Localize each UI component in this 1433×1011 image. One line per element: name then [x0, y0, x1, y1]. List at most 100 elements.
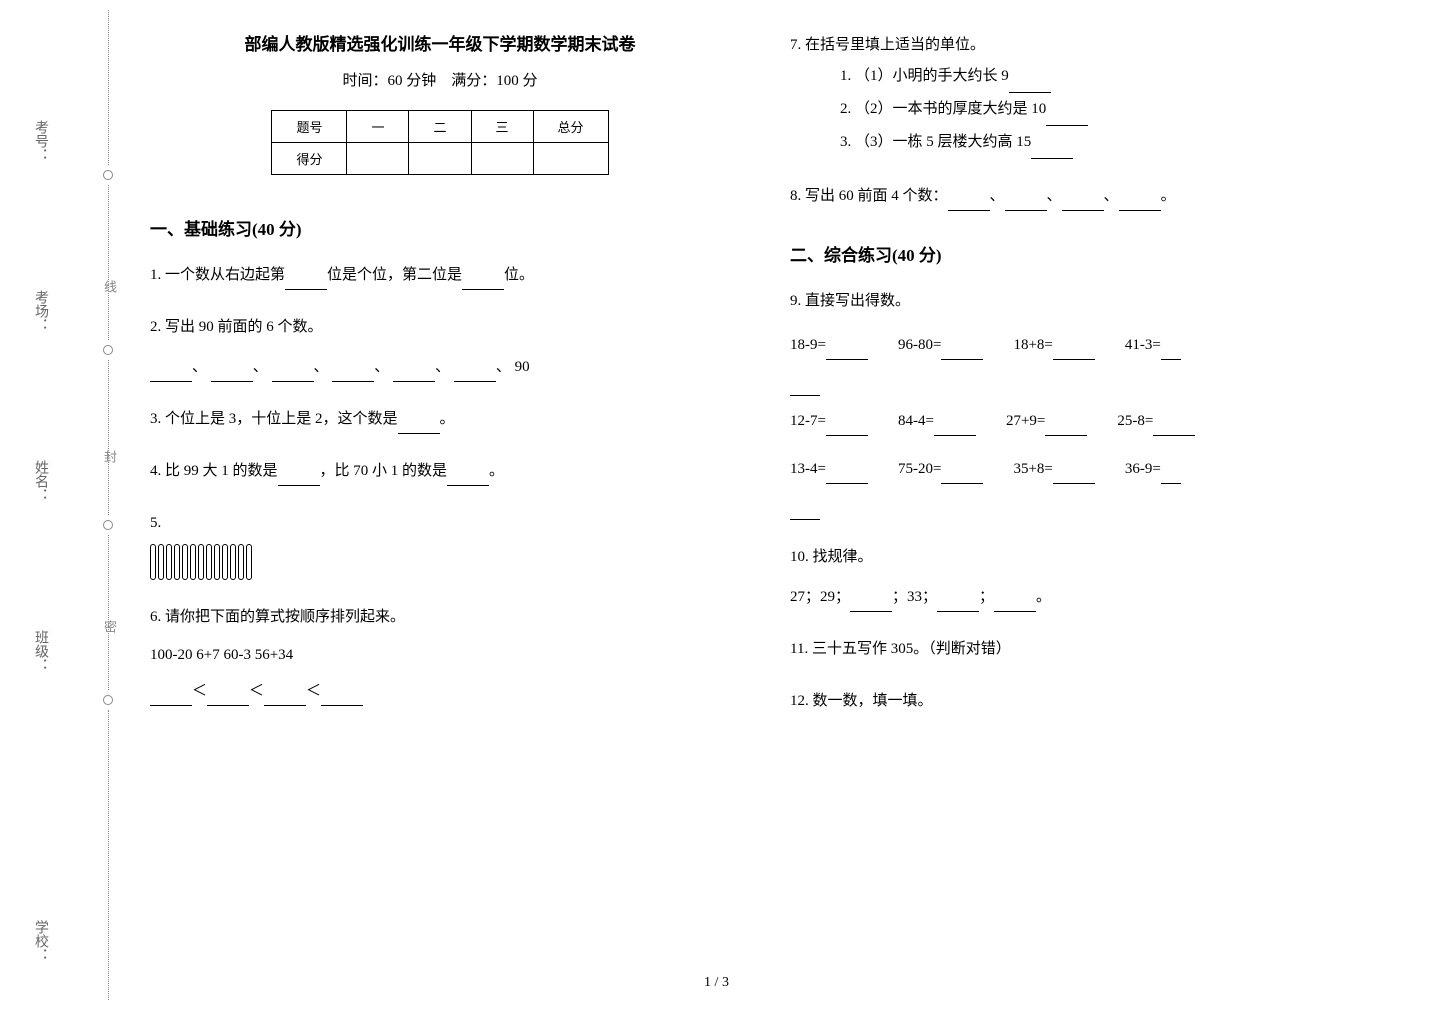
score-table: 题号 一 二 三 总分 得分	[271, 110, 608, 175]
table-row: 题号 一 二 三 总分	[272, 111, 608, 143]
tally-icon	[222, 544, 228, 580]
q7-item-2: 2. （2）一本书的厚度大约是 10	[840, 101, 1046, 117]
page-number: 1 / 3	[704, 975, 729, 991]
q3-prefix: 3. 个位上是 3，十位上是 2，这个数是	[150, 411, 398, 427]
table-cell: 二	[409, 111, 471, 143]
blank	[1031, 141, 1073, 159]
blank	[850, 594, 892, 612]
blank	[211, 364, 253, 382]
table-cell	[347, 143, 409, 175]
question-10: 10. 找规律。 27；29；；33；；。	[790, 542, 1370, 612]
blank	[941, 342, 983, 360]
binding-label-examno: 考号：	[30, 120, 50, 162]
circle-marker	[103, 520, 113, 530]
tally-icon	[214, 544, 220, 580]
blank	[1005, 193, 1047, 211]
q8-prefix: 8. 写出 60 前面 4 个数：	[790, 188, 948, 204]
exam-title: 部编人教版精选强化训练一年级下学期数学期末试卷	[150, 30, 730, 55]
table-cell: 三	[471, 111, 533, 143]
table-cell: 一	[347, 111, 409, 143]
blank	[1062, 193, 1104, 211]
calc: 13-4=	[790, 461, 826, 477]
dotted-line	[108, 710, 109, 1000]
tally-icon	[230, 544, 236, 580]
q4-suffix: 。	[489, 463, 504, 479]
binding-label-name: 姓名：	[30, 460, 50, 502]
question-5: 5.	[150, 508, 730, 580]
question-2: 2. 写出 90 前面的 6 个数。 、 、 、 、 、 、 90	[150, 312, 730, 382]
binding-label-class: 班级：	[30, 630, 50, 672]
blank	[398, 416, 440, 434]
blank	[826, 466, 868, 484]
table-cell	[533, 143, 608, 175]
q10-mid2: ；	[979, 589, 994, 605]
blank	[447, 468, 489, 486]
blank	[1053, 342, 1095, 360]
page-content: 部编人教版精选强化训练一年级下学期数学期末试卷 时间：60 分钟 满分：100 …	[150, 30, 1390, 738]
q2-text: 2. 写出 90 前面的 6 个数。	[150, 312, 730, 342]
q1-prefix: 1. 一个数从右边起第	[150, 267, 285, 283]
blank	[934, 418, 976, 436]
calc: 18+8=	[1013, 337, 1052, 353]
blank	[1045, 418, 1087, 436]
tally-icon	[182, 544, 188, 580]
question-1: 1. 一个数从右边起第位是个位，第二位是位。	[150, 260, 730, 290]
blank	[462, 272, 504, 290]
blank	[285, 272, 327, 290]
binding-label-school: 学校：	[30, 920, 50, 962]
circle-marker	[103, 695, 113, 705]
calc: 18-9=	[790, 337, 826, 353]
seal-label-seal: 封	[100, 450, 119, 471]
blank	[264, 688, 306, 706]
calc: 27+9=	[1006, 413, 1045, 429]
blank	[1153, 418, 1195, 436]
dotted-line	[108, 10, 109, 165]
q7-item-1: 1. （1）小明的手大约长 9	[840, 68, 1009, 84]
calc: 12-7=	[790, 413, 826, 429]
table-cell: 得分	[272, 143, 347, 175]
q5-label: 5.	[150, 508, 730, 538]
question-12: 12. 数一数，填一填。	[790, 686, 1370, 716]
q4-mid: ，比 70 小 1 的数是	[320, 463, 448, 479]
blank	[1009, 75, 1051, 93]
section-2-title: 二、综合练习(40 分)	[790, 241, 1370, 266]
blank	[826, 418, 868, 436]
q1-mid: 位是个位，第二位是	[327, 267, 462, 283]
tally-icon	[150, 544, 156, 580]
blank	[150, 364, 192, 382]
blank	[278, 468, 320, 486]
calc: 41-3=	[1125, 337, 1161, 353]
table-cell: 总分	[533, 111, 608, 143]
question-4: 4. 比 99 大 1 的数是，比 70 小 1 的数是。	[150, 456, 730, 486]
blank	[826, 342, 868, 360]
blank	[1161, 466, 1181, 484]
blank	[948, 193, 990, 211]
q7-text: 7. 在括号里填上适当的单位。	[790, 30, 1370, 60]
question-9: 9. 直接写出得数。 18-9= 96-80= 18+8= 41-3= 12-7…	[790, 286, 1370, 520]
question-6: 6. 请你把下面的算式按顺序排列起来。 100-20 6+7 60-3 56+3…	[150, 602, 730, 706]
blank	[790, 502, 820, 520]
seal-label-secret: 密	[100, 620, 119, 641]
q6-text: 6. 请你把下面的算式按顺序排列起来。	[150, 602, 730, 632]
calc: 96-80=	[898, 337, 941, 353]
q3-suffix: 。	[440, 411, 455, 427]
question-8: 8. 写出 60 前面 4 个数：、、、。	[790, 181, 1370, 211]
blank	[150, 688, 192, 706]
tally-icon	[158, 544, 164, 580]
q10-mid1: ；33；	[892, 589, 937, 605]
binding-label-room: 考场：	[30, 290, 50, 332]
calc: 25-8=	[1117, 413, 1153, 429]
blank	[1046, 108, 1088, 126]
tally-icon	[206, 544, 212, 580]
table-row: 得分	[272, 143, 608, 175]
blank	[994, 594, 1036, 612]
blank	[1119, 193, 1161, 211]
q10-text: 10. 找规律。	[790, 542, 1370, 572]
blank	[272, 364, 314, 382]
table-cell	[471, 143, 533, 175]
circle-marker	[103, 170, 113, 180]
blank	[937, 594, 979, 612]
blank	[321, 688, 363, 706]
question-11: 11. 三十五写作 305。（判断对错）	[790, 634, 1370, 664]
dotted-line	[108, 360, 109, 515]
